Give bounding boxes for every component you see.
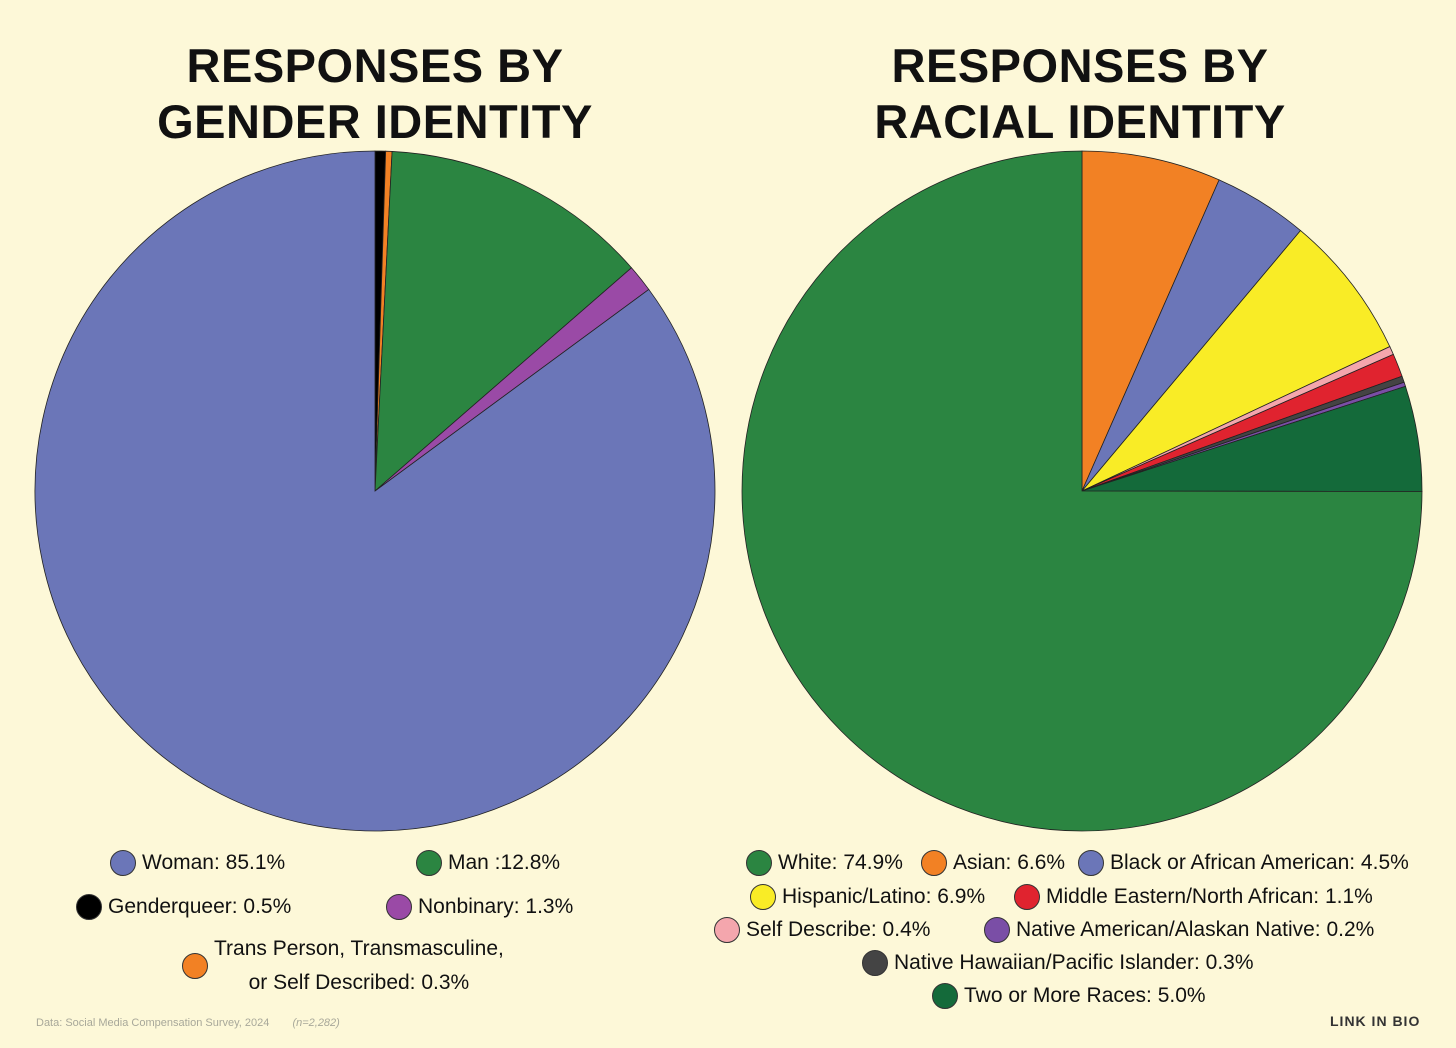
race-chart-title: RESPONSES BY RACIAL IDENTITY xyxy=(780,38,1380,150)
legend-two-or-more: Two or More Races: 5.0% xyxy=(932,983,1206,1009)
legend-swatch-hispanic xyxy=(750,884,776,910)
legend-label-trans-line-1: Trans Person, Transmasculine, xyxy=(214,937,504,960)
legend-nonbinary: Nonbinary: 1.3% xyxy=(386,894,573,920)
legend-label-asian: Asian: 6.6% xyxy=(953,851,1066,874)
legend-label-trans: Trans Person, Transmasculine, or Self De… xyxy=(214,932,504,1000)
legend-mena: Middle Eastern/North African: 1.1% xyxy=(1014,884,1373,910)
legend-native-american: Native American/Alaskan Native: 0.2% xyxy=(984,917,1374,943)
legend-label-nonbinary: Nonbinary: 1.3% xyxy=(418,895,574,918)
legend-trans: Trans Person, Transmasculine, or Self De… xyxy=(182,932,504,1000)
legend-white: White: 74.9% xyxy=(746,850,903,876)
legend-label-two-or-more: Two or More Races: 5.0% xyxy=(964,984,1206,1007)
legend-swatch-native-american xyxy=(984,917,1010,943)
legend-swatch-black xyxy=(1078,850,1104,876)
race-slice-hispanic-latino xyxy=(1081,229,1391,492)
legend-swatch-genderqueer xyxy=(76,894,102,920)
race-slice-asian xyxy=(1081,150,1220,492)
legend-hispanic: Hispanic/Latino: 6.9% xyxy=(750,884,985,910)
legend-native-hawaiian: Native Hawaiian/Pacific Islander: 0.3% xyxy=(862,950,1254,976)
gender-title-line-2: GENDER IDENTITY xyxy=(157,95,593,148)
legend-swatch-native-hawaiian xyxy=(862,950,888,976)
legend-label-self-describe: Self Describe: 0.4% xyxy=(746,918,931,941)
legend-genderqueer: Genderqueer: 0.5% xyxy=(76,894,291,920)
legend-swatch-self-describe xyxy=(714,917,740,943)
legend-swatch-mena xyxy=(1014,884,1040,910)
legend-label-trans-line-2: or Self Described: 0.3% xyxy=(248,971,470,994)
sample-size-text: (n=2,282) xyxy=(292,1017,340,1029)
legend-label-man: Man :12.8% xyxy=(448,851,561,874)
data-source-note: Data: Social Media Compensation Survey, … xyxy=(36,1017,340,1029)
legend-swatch-two-or-more xyxy=(932,983,958,1009)
legend-man: Man :12.8% xyxy=(416,850,560,876)
gender-title-line-1: RESPONSES BY xyxy=(186,39,564,92)
legend-swatch-man xyxy=(416,850,442,876)
legend-self-describe: Self Describe: 0.4% xyxy=(714,917,930,943)
legend-label-white: White: 74.9% xyxy=(778,851,903,874)
legend-woman: Woman: 85.1% xyxy=(110,850,285,876)
race-title-line-1: RESPONSES BY xyxy=(891,39,1269,92)
legend-black: Black or African American: 4.5% xyxy=(1078,850,1409,876)
legend-label-woman: Woman: 85.1% xyxy=(142,851,286,874)
gender-slice-man xyxy=(374,151,633,492)
gender-chart-title: RESPONSES BY GENDER IDENTITY xyxy=(75,38,675,150)
legend-label-native-hawaiian: Native Hawaiian/Pacific Islander: 0.3% xyxy=(894,951,1254,974)
legend-label-mena: Middle Eastern/North African: 1.1% xyxy=(1046,885,1373,908)
gender-slice-woman xyxy=(34,150,716,832)
legend-label-hispanic: Hispanic/Latino: 6.9% xyxy=(782,885,986,908)
legend-asian: Asian: 6.6% xyxy=(921,850,1065,876)
brand-logo: LINK IN BIO xyxy=(1330,1013,1421,1029)
legend-label-genderqueer: Genderqueer: 0.5% xyxy=(108,895,292,918)
legend-swatch-asian xyxy=(921,850,947,876)
race-title-line-2: RACIAL IDENTITY xyxy=(874,95,1286,148)
legend-swatch-white xyxy=(746,850,772,876)
data-source-text: Data: Social Media Compensation Survey, … xyxy=(36,1017,270,1029)
race-slice-white xyxy=(741,150,1423,832)
legend-swatch-woman xyxy=(110,850,136,876)
legend-label-native-american: Native American/Alaskan Native: 0.2% xyxy=(1016,918,1375,941)
legend-swatch-nonbinary xyxy=(386,894,412,920)
legend-label-black: Black or African American: 4.5% xyxy=(1110,851,1409,874)
legend-swatch-trans xyxy=(182,953,208,979)
